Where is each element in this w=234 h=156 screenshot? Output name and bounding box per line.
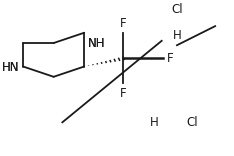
Text: HN: HN <box>2 61 20 74</box>
Text: NH: NH <box>88 37 105 50</box>
Text: NH: NH <box>88 37 105 50</box>
Text: HN: HN <box>2 61 20 74</box>
Text: F: F <box>120 17 127 30</box>
Text: H: H <box>150 116 158 129</box>
Text: H: H <box>173 29 181 42</box>
Text: Cl: Cl <box>187 116 198 129</box>
Text: F: F <box>167 52 174 65</box>
Text: F: F <box>120 87 127 100</box>
Text: Cl: Cl <box>171 3 183 16</box>
Text: NH: NH <box>88 37 105 50</box>
Text: HN: HN <box>2 61 20 74</box>
